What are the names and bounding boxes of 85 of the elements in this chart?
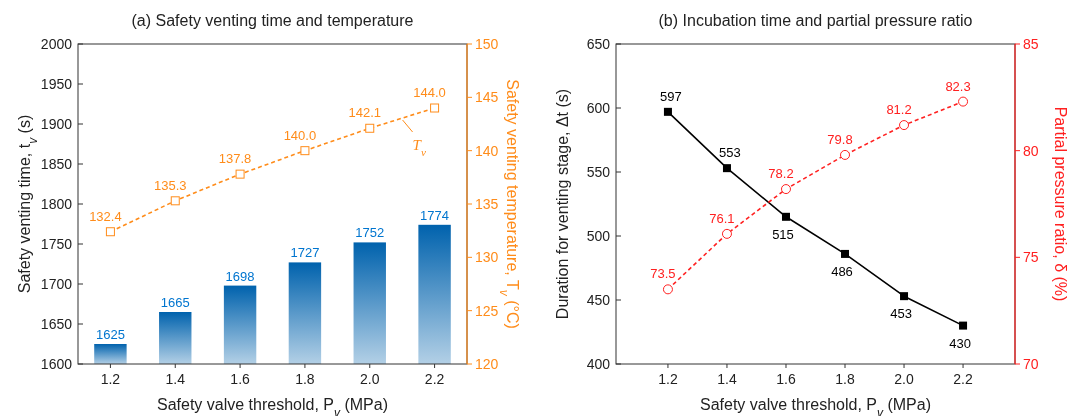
x-tick-label: 1.6	[230, 371, 251, 387]
data-label: 553	[719, 145, 741, 161]
y2-tick-label: 70	[1023, 356, 1039, 372]
point	[365, 123, 375, 133]
y-tick-label: 500	[586, 228, 611, 244]
data-label: 78.2	[768, 166, 794, 182]
y-tick-label: 1950	[40, 76, 73, 92]
y-tick-label: 650	[586, 36, 611, 52]
point	[959, 321, 968, 330]
data-label: 1665	[160, 295, 190, 310]
y-tick-label: 450	[586, 292, 611, 308]
point	[721, 228, 732, 239]
y-tick-label: 1700	[40, 276, 73, 292]
point	[662, 284, 673, 295]
y2-tick-label: 130	[475, 249, 499, 266]
y-axis-title: Duration for venting stage, Δt (s)	[554, 88, 571, 320]
point	[722, 164, 731, 173]
point	[170, 196, 180, 206]
x-tick-label: 1.8	[835, 371, 855, 387]
y2-tick-label: 85	[1023, 36, 1039, 52]
y-tick-label: 1850	[40, 156, 73, 172]
y2-tick-label: 120	[475, 356, 499, 372]
y2-tick-label: 150	[475, 36, 499, 52]
data-label: 82.3	[945, 78, 971, 94]
point	[105, 227, 115, 237]
point	[430, 103, 440, 113]
y-tick-label: 1750	[40, 236, 73, 252]
x-tick-label: 1.2	[658, 371, 678, 387]
data-label: 144.0	[413, 85, 446, 100]
y-tick-label: 400	[586, 356, 611, 372]
legend-label: T$_{v}$	[412, 137, 426, 158]
point	[840, 149, 851, 160]
y-tick-label: 600	[586, 100, 611, 116]
x-tick-label: 1.8	[295, 371, 315, 387]
y-tick-label: 2000	[40, 36, 73, 52]
data-label: 597	[660, 88, 682, 104]
y2-tick-label: 140	[475, 142, 499, 159]
data-label: 79.8	[827, 131, 853, 147]
data-label: 1774	[420, 207, 450, 223]
x-tick-label: 2.0	[894, 371, 914, 387]
point	[781, 212, 790, 221]
data-label: 1727	[290, 245, 320, 261]
point	[958, 96, 969, 107]
data-label: 76.1	[709, 210, 735, 226]
chart-title: (b) Incubation time and partial pressure ratio	[658, 12, 973, 29]
data-label: 1698	[225, 268, 255, 284]
y2-tick-label: 125	[475, 302, 499, 319]
data-label: 1752	[355, 225, 385, 241]
x-tick-label: 2.0	[360, 371, 380, 387]
data-label: 515	[772, 226, 794, 242]
point	[300, 146, 310, 156]
x-tick-label: 1.6	[776, 371, 796, 387]
y2-tick-label: 145	[475, 89, 499, 106]
point	[900, 292, 909, 301]
data-label: 1625	[95, 327, 125, 342]
x-tick-label: 2.2	[953, 371, 973, 387]
y-tick-label: 550	[586, 164, 611, 180]
x-tick-label: 1.2	[100, 371, 121, 387]
y-tick-label: 1600	[40, 356, 73, 372]
x-tick-label: 1.4	[717, 371, 737, 387]
point	[663, 107, 672, 116]
data-label: 430	[949, 335, 971, 351]
data-label: 137.8	[218, 151, 252, 167]
data-label: 486	[831, 263, 853, 279]
chart-title: (a) Safety venting time and temperature	[131, 12, 414, 29]
data-label: 135.3	[153, 177, 187, 193]
point	[780, 184, 791, 195]
data-label: 142.1	[348, 105, 382, 121]
point	[899, 120, 910, 131]
data-label: 132.4	[89, 208, 122, 224]
data-label: 81.2	[886, 102, 912, 118]
x-tick-label: 1.4	[165, 371, 186, 387]
y2-axis-title: Partial pressure ratio, δ (%)	[1052, 106, 1068, 302]
point	[841, 249, 850, 258]
y2-tick-label: 135	[475, 196, 499, 212]
y-tick-label: 1800	[40, 196, 73, 212]
y-tick-label: 1900	[40, 116, 73, 132]
point	[235, 169, 245, 179]
y2-tick-label: 80	[1023, 142, 1039, 159]
data-label: 140.0	[283, 127, 317, 143]
data-label: 73.5	[650, 266, 676, 282]
y2-tick-label: 75	[1023, 249, 1039, 266]
y-tick-label: 1650	[40, 316, 73, 332]
data-label: 453	[890, 306, 912, 322]
x-tick-label: 2.2	[424, 371, 445, 387]
